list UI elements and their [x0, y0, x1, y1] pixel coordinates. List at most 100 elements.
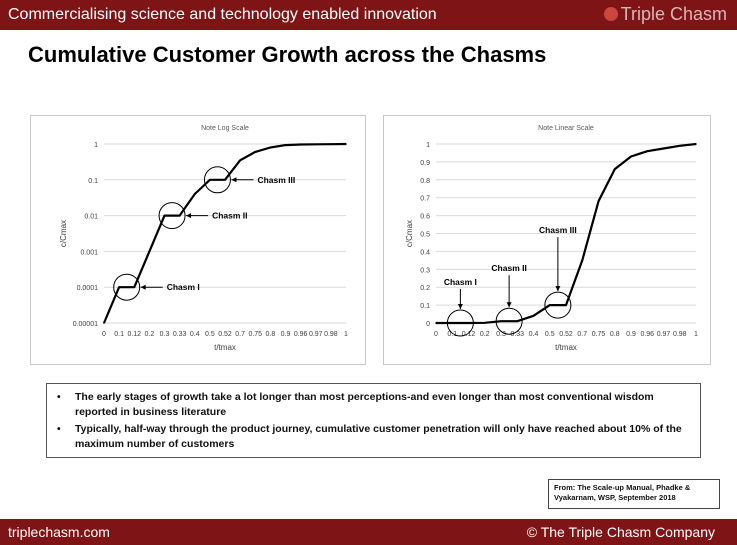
chasm-arrowhead [555, 286, 561, 292]
footer-site-link[interactable]: triplechasm.com [8, 524, 110, 540]
x-axis-label: t/tmax [214, 343, 236, 352]
x-tick-label: 0 [102, 331, 106, 338]
chart-title: Note Log Scale [201, 125, 249, 132]
x-tick-label: 0.97 [657, 331, 671, 338]
y-tick-label: 1 [426, 142, 430, 149]
x-tick-label: 0.96 [640, 331, 654, 338]
data-point [500, 320, 502, 323]
data-point [239, 159, 241, 162]
data-point [193, 193, 196, 195]
x-tick-label: 0.33 [173, 331, 187, 338]
source-citation: From: The Scale-up Manual, Phadke & Vyak… [548, 479, 720, 509]
y-tick-label: 0.9 [420, 160, 430, 167]
y-tick-label: 0.001 [80, 249, 98, 256]
page-title: Cumulative Customer Growth across the Ch… [28, 42, 547, 67]
data-point [299, 143, 302, 146]
x-tick-label: 0.97 [309, 331, 323, 338]
data-point [532, 315, 535, 317]
x-tick-label: 0.98 [324, 331, 338, 338]
data-point [483, 322, 486, 324]
log-scale-chart: Note Log Scale 0.00001 0.0001 0.001 0.01 0.1 1… [30, 115, 366, 365]
data-point [118, 286, 120, 288]
header-bar: Commercialising science and technology e… [0, 0, 737, 30]
x-tick-label: 0 [434, 331, 438, 338]
x-tick-label: 0.3 [160, 331, 170, 338]
chasm-marker [495, 307, 523, 335]
data-point [613, 168, 616, 170]
source-line: Vyakarnam, WSP, September 2018 [554, 493, 676, 502]
log-scale-chart-svg: Note Log Scale 0.00001 0.0001 0.001 0.01 0.1 1… [59, 125, 348, 352]
data-point [662, 147, 665, 150]
data-point [630, 155, 632, 158]
data-point [314, 143, 317, 146]
chasm-label: Chasm I [444, 277, 477, 287]
chasm-marker [544, 291, 572, 319]
x-tick-label: 0.75 [592, 331, 606, 338]
x-tick-label: 0.1 [114, 331, 124, 338]
data-point [646, 150, 649, 152]
data-point [209, 179, 211, 181]
chasm-marker [203, 166, 231, 194]
y-tick-label: 0.4 [420, 249, 430, 256]
chasm-arrowhead [186, 213, 192, 219]
x-tick-label: 0.4 [190, 331, 200, 338]
chasm-label: Chasm II [212, 211, 247, 221]
data-point [597, 200, 600, 203]
series-line [102, 142, 347, 324]
x-tick-label: 0.5 [205, 331, 215, 338]
data-point [548, 304, 551, 306]
brand-name: Triple Chasm [620, 4, 727, 24]
x-tick-label: 0.75 [248, 331, 262, 338]
x-tick-label: 0.8 [266, 331, 276, 338]
header-tagline: Commercialising science and technology e… [8, 6, 437, 23]
data-point [565, 304, 567, 306]
note-item: Typically, half-way through the product … [57, 422, 690, 452]
x-tick-label: 0.2 [480, 331, 490, 338]
data-point [467, 322, 470, 324]
data-point [224, 179, 226, 181]
data-point [516, 320, 519, 323]
data-point [451, 322, 454, 324]
x-tick-label: 0.52 [559, 331, 573, 338]
y-tick-label: 0.00001 [73, 321, 98, 328]
data-point [678, 144, 681, 147]
data-point [254, 151, 257, 153]
chasm-marker [113, 273, 141, 301]
x-tick-label: 0.3 [496, 331, 506, 338]
chasm-marker [446, 309, 474, 337]
brand-logo: Triple Chasm [603, 4, 727, 25]
data-point [133, 286, 136, 288]
data-point [178, 214, 181, 217]
x-axis-label: t/tmax [555, 343, 577, 352]
x-tick-label: 1 [344, 331, 348, 338]
y-tick-label: 0.5 [420, 232, 430, 239]
x-tick-label: 0.5 [545, 331, 555, 338]
linear-scale-chart-svg: Note Linear Scale 0 0.1 0.2 0.3 0.4 0.5 0.6 0.7 0… [405, 125, 698, 352]
x-tick-label: 0.98 [673, 331, 687, 338]
data-point [581, 259, 584, 262]
y-tick-label: 0.1 [88, 178, 98, 185]
x-tick-label: 0.4 [529, 331, 539, 338]
data-point [695, 143, 697, 145]
data-point [103, 322, 105, 324]
x-tick-label: 1 [694, 331, 698, 338]
linear-scale-chart: Note Linear Scale 0 0.1 0.2 0.3 0.4 0.5 0.6 0.7 0… [383, 115, 711, 365]
footer-copyright: © The Triple Chasm Company [526, 524, 715, 540]
y-tick-label: 0.0001 [77, 285, 99, 292]
x-tick-label: 0.96 [294, 331, 308, 338]
x-tick-label: 0.7 [235, 331, 245, 338]
data-point [284, 144, 287, 146]
x-tick-label: 0.52 [218, 331, 232, 338]
footer-bar: triplechasm.com © The Triple Chasm Compa… [0, 519, 737, 545]
chart-title: Note Linear Scale [538, 125, 594, 132]
y-tick-label: 1 [94, 142, 98, 149]
x-tick-label: 0.12 [462, 331, 476, 338]
chasm-label: Chasm II [491, 263, 526, 273]
y-tick-label: 0.8 [420, 178, 430, 185]
notes-box: The early stages of growth take a lot lo… [46, 383, 701, 458]
globe-icon [603, 7, 618, 21]
chasm-arrowhead [457, 303, 463, 309]
y-tick-label: 0.7 [420, 196, 430, 203]
note-item: The early stages of growth take a lot lo… [57, 390, 690, 420]
y-tick-label: 0.1 [420, 303, 430, 310]
